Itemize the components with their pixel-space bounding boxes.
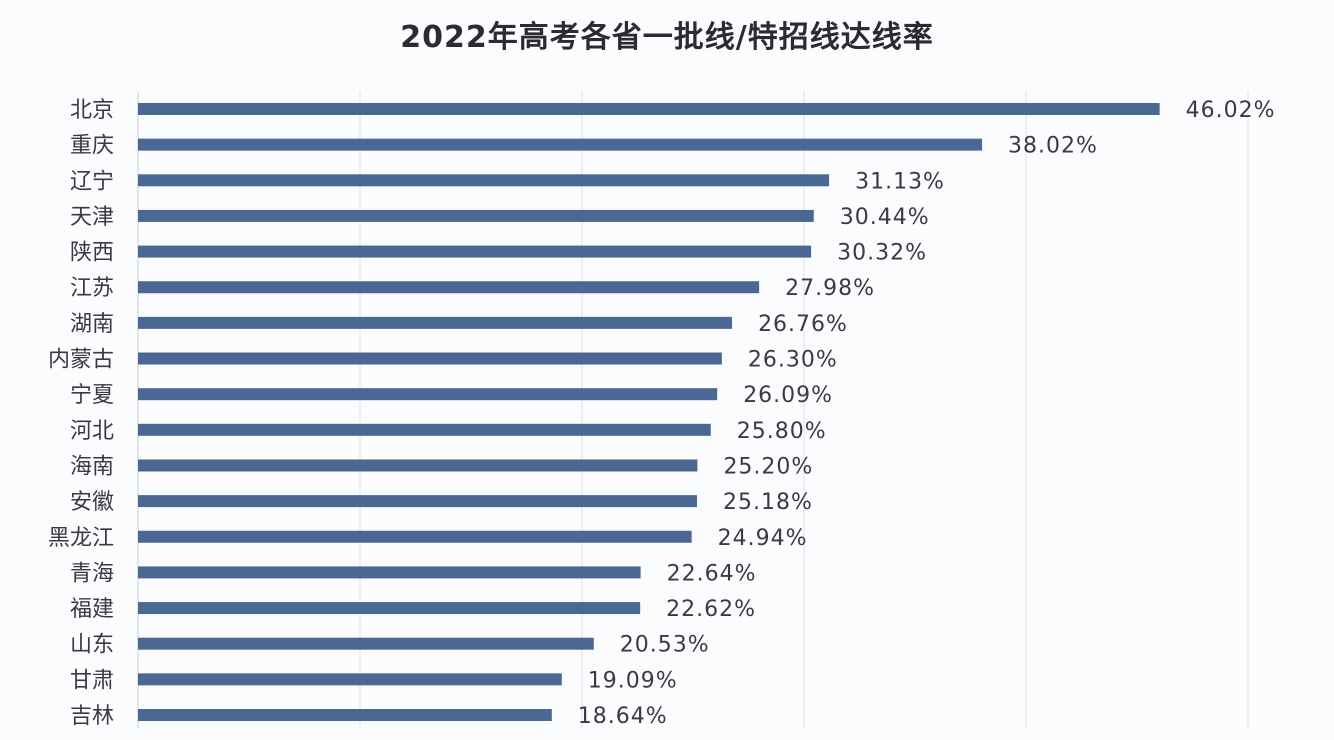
bar (138, 138, 983, 151)
bar (138, 459, 698, 472)
data-label: 25.20% (723, 454, 813, 479)
bar (138, 530, 692, 543)
category-label: 天津 (70, 205, 114, 230)
category-label: 山东 (70, 633, 114, 658)
bar (138, 388, 718, 401)
category-label: 安徽 (70, 490, 114, 515)
chart-title: 2022年高考各省一批线/特招线达线率 (400, 20, 934, 55)
bar (138, 423, 711, 436)
category-label: 江苏 (70, 276, 114, 301)
category-label: 北京 (70, 98, 114, 123)
category-label: 黑龙江 (48, 526, 114, 551)
data-label: 46.02% (1186, 98, 1276, 123)
category-label: 青海 (70, 561, 114, 586)
category-label: 海南 (70, 454, 114, 479)
bar (138, 245, 812, 258)
data-label: 26.76% (758, 312, 848, 337)
category-label: 湖南 (70, 312, 114, 337)
category-label: 甘肃 (70, 668, 114, 693)
category-label: 内蒙古 (48, 348, 114, 373)
category-label: 重庆 (70, 134, 114, 159)
bar (138, 281, 760, 294)
bar (138, 637, 594, 650)
data-label: 22.64% (667, 561, 757, 586)
bar (138, 209, 814, 222)
bar (138, 352, 722, 365)
data-label: 30.44% (840, 205, 930, 230)
category-label: 宁夏 (70, 383, 114, 408)
bar (138, 566, 641, 579)
category-label: 辽宁 (70, 169, 114, 194)
data-label: 22.62% (666, 597, 756, 622)
data-label: 24.94% (718, 526, 808, 551)
data-label: 27.98% (785, 276, 875, 301)
bar (138, 103, 1160, 115)
data-label: 25.18% (723, 490, 813, 515)
bar (138, 316, 733, 329)
bar (138, 495, 697, 508)
data-label: 38.02% (1008, 134, 1098, 159)
category-label: 陕西 (70, 241, 114, 266)
data-label: 30.32% (837, 241, 927, 266)
data-label: 18.64% (578, 704, 668, 729)
category-label: 吉林 (70, 704, 114, 729)
category-label: 福建 (70, 597, 114, 622)
data-label: 26.30% (748, 348, 838, 373)
data-label: 26.09% (743, 383, 833, 408)
data-label: 20.53% (620, 633, 710, 658)
data-label: 19.09% (588, 668, 678, 693)
bar (138, 673, 562, 686)
data-label: 25.80% (737, 419, 827, 444)
bar (138, 709, 552, 721)
category-label: 河北 (70, 419, 114, 444)
data-label: 31.13% (855, 169, 945, 194)
bar (138, 602, 641, 615)
bar (138, 174, 830, 187)
